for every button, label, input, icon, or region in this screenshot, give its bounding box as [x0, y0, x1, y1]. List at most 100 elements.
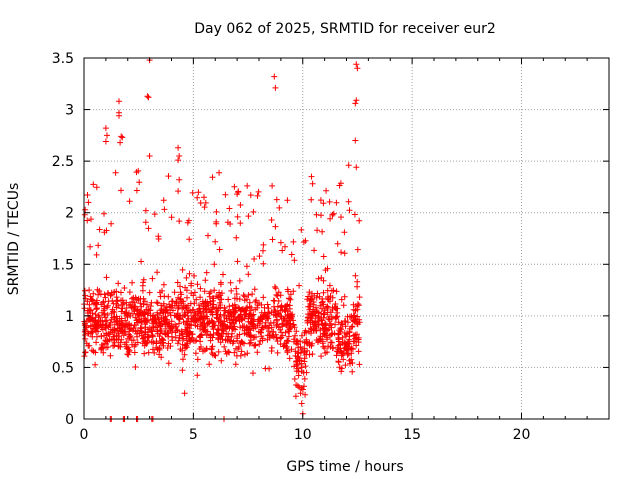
data-point: [338, 368, 345, 375]
data-point: [86, 287, 93, 294]
data-point: [327, 215, 334, 222]
data-point: [217, 311, 224, 318]
data-point: [306, 339, 313, 346]
data-point: [233, 285, 240, 292]
data-point: [144, 317, 151, 323]
data-point: [302, 327, 309, 334]
data-point: [184, 294, 190, 301]
data-point: [332, 321, 338, 328]
data-point: [211, 261, 218, 268]
data-point: [190, 306, 197, 313]
data-point: [179, 341, 186, 348]
data-point: [297, 390, 304, 397]
data-point: [201, 320, 208, 327]
data-point: [174, 310, 181, 317]
data-point: [97, 291, 104, 298]
data-point: [213, 208, 220, 215]
data-point: [233, 291, 240, 297]
data-point: [90, 181, 97, 188]
data-point: [284, 197, 291, 204]
data-point: [269, 236, 276, 243]
data-point: [142, 329, 149, 336]
data-point: [113, 304, 120, 311]
data-point: [181, 309, 188, 316]
data-point: [118, 315, 125, 322]
data-point: [209, 311, 216, 318]
data-point: [102, 324, 108, 331]
data-point: [303, 369, 310, 376]
data-point: [251, 342, 258, 349]
data-point: [149, 275, 156, 282]
data-point: [273, 196, 280, 203]
data-point: [192, 350, 199, 357]
data-point: [102, 318, 109, 325]
data-point: [122, 309, 129, 316]
data-point: [110, 300, 117, 307]
data-point: [309, 180, 316, 187]
data-point: [92, 317, 99, 324]
data-point: [144, 301, 150, 308]
data-point: [192, 311, 199, 318]
data-point: [160, 300, 167, 307]
data-point: [246, 340, 253, 347]
data-point: [137, 300, 144, 307]
data-point: [266, 322, 273, 329]
data-point: [118, 187, 124, 194]
data-point: [260, 294, 267, 301]
data-point: [295, 349, 302, 356]
data-point: [225, 296, 232, 303]
data-point: [213, 305, 220, 312]
data-point: [117, 139, 124, 146]
data-point: [294, 350, 301, 357]
data-point: [102, 337, 109, 344]
data-point: [262, 365, 269, 372]
data-point: [308, 173, 315, 180]
data-point: [177, 283, 183, 290]
data-point: [235, 188, 242, 195]
data-point: [126, 326, 133, 333]
data-point: [330, 210, 337, 217]
data-point: [305, 293, 312, 300]
data-point: [255, 318, 262, 325]
data-point: [118, 308, 125, 315]
data-point: [308, 342, 315, 349]
data-point: [180, 319, 187, 326]
data-point: [189, 316, 196, 323]
data-point: [237, 202, 244, 208]
y-tick-label: 1.5: [52, 257, 74, 273]
data-point: [218, 296, 225, 303]
data-point: [330, 287, 337, 294]
data-point: [107, 319, 114, 326]
data-point: [344, 352, 351, 358]
data-point: [158, 306, 165, 312]
data-point: [258, 301, 265, 308]
data-points: [81, 57, 363, 422]
data-point: [107, 326, 114, 333]
data-point: [155, 316, 162, 323]
data-point: [231, 349, 238, 356]
data-point: [214, 330, 221, 336]
y-tick-label: 0: [65, 412, 74, 428]
x-tick-labels: 0 5 10 15 20: [80, 427, 531, 443]
data-point: [232, 361, 239, 368]
data-point: [124, 351, 131, 358]
data-point: [111, 309, 118, 316]
data-point: [196, 302, 202, 309]
data-point: [344, 319, 351, 326]
data-point: [260, 247, 266, 254]
data-point: [178, 291, 185, 298]
data-point: [132, 364, 139, 370]
data-point: [274, 292, 281, 299]
data-point: [140, 279, 147, 286]
data-point: [222, 191, 229, 198]
data-point: [182, 344, 189, 351]
data-point: [186, 270, 193, 277]
data-point: [95, 314, 102, 321]
data-point: [356, 294, 363, 301]
data-point: [118, 305, 125, 312]
data-point: [111, 342, 118, 349]
data-point: [255, 188, 262, 195]
data-point: [320, 326, 327, 333]
data-point: [212, 238, 219, 245]
data-point: [333, 314, 340, 321]
